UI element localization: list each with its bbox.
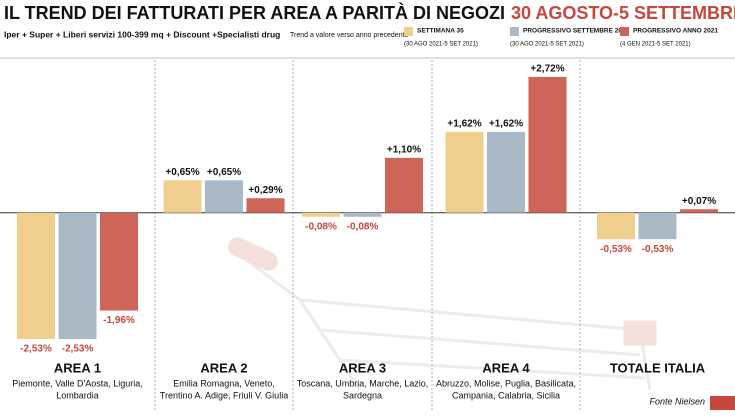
- category-detail: Toscana, Umbria, Marche, Lazio,: [297, 378, 429, 388]
- note: Trend a valore verso anno precedente: [290, 32, 409, 39]
- value-label: +2,72%: [530, 64, 564, 75]
- value-label: -0,08%: [347, 221, 379, 232]
- bar: [597, 212, 635, 240]
- value-label: -0,53%: [642, 244, 674, 255]
- legend-label: PROGRESSIVO ANNO 2021: [633, 28, 718, 35]
- category-label: AREA 4: [482, 360, 530, 375]
- legend-swatch: [620, 27, 629, 36]
- category-label: TOTALE ITALIA: [610, 360, 706, 375]
- bar: [343, 212, 382, 217]
- category-detail: Sardegna: [343, 390, 382, 400]
- category-detail: Emilia Romagna, Veneto,: [173, 378, 275, 388]
- value-label: -2,53%: [62, 344, 94, 355]
- source: Fonte Nielsen: [649, 396, 705, 406]
- legend-period: (30 AGO 2021-5 SET 2021): [404, 42, 478, 48]
- cart-illustration: [228, 237, 657, 391]
- value-label: +0,29%: [248, 185, 282, 196]
- legend-period: (4 GEN 2021-5 SET 2021): [620, 42, 691, 48]
- bar: [17, 212, 55, 339]
- bar: [680, 209, 718, 213]
- subtitle: Iper + Super + Liberi servizi 100-399 mq…: [4, 29, 280, 39]
- bar: [58, 212, 97, 339]
- category-detail: Abruzzo, Molise, Puglia, Basilicata,: [436, 378, 576, 388]
- category-label: AREA 3: [339, 360, 386, 375]
- value-label: +1,62%: [447, 119, 481, 130]
- legend-label: SETTIMANA 35: [417, 28, 464, 35]
- bar: [100, 212, 138, 311]
- bar: [385, 157, 423, 213]
- legend-period: (30 AGO 2021-5 SET 2021): [510, 42, 584, 48]
- category-label: AREA 2: [200, 360, 247, 375]
- value-label: -0,08%: [305, 221, 337, 232]
- category-label: AREA 1: [54, 360, 101, 375]
- logo: [710, 396, 735, 410]
- bar: [163, 180, 202, 213]
- value-label: -2,53%: [20, 344, 52, 355]
- value-label: +0,07%: [682, 196, 716, 207]
- value-label: -0,53%: [600, 244, 632, 255]
- legend-swatch: [510, 27, 519, 36]
- bar: [638, 212, 677, 240]
- value-label: -1,96%: [103, 315, 135, 326]
- bar: [302, 212, 340, 217]
- bar: [528, 77, 567, 213]
- legend-swatch: [404, 27, 413, 36]
- category-detail: Trentino A. Adige, Friuli V. Giulia: [160, 390, 288, 400]
- legend-label: PROGRESSIVO SETTEMBRE 2021: [523, 28, 630, 35]
- value-label: +1,10%: [387, 144, 421, 155]
- bar: [246, 198, 285, 213]
- bar: [445, 131, 484, 213]
- chart-title: IL TREND DEI FATTURATI PER AREA A PARITÀ…: [4, 2, 735, 23]
- value-label: +0,65%: [165, 167, 199, 178]
- bar: [487, 131, 525, 213]
- title-main: IL TREND DEI FATTURATI PER AREA A PARITÀ…: [4, 2, 505, 23]
- category-detail: Campania, Calabria, Sicilia: [452, 390, 560, 400]
- value-label: +1,62%: [489, 119, 523, 130]
- value-label: +0,65%: [207, 167, 241, 178]
- bar: [205, 180, 243, 213]
- category-detail: Piemonte, Valle D'Aosta, Liguria,: [12, 378, 143, 388]
- category-detail: Lombardia: [56, 390, 99, 400]
- title-highlight: 30 AGOSTO-5 SETTEMBRE 2021: [511, 3, 735, 23]
